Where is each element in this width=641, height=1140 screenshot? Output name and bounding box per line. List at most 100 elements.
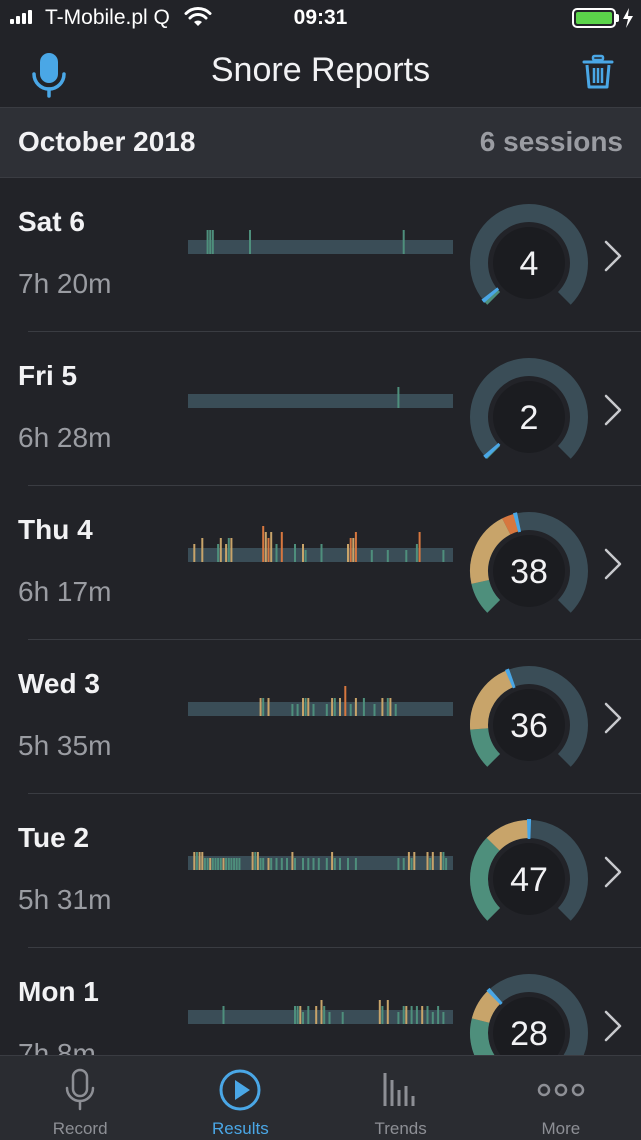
tab-record[interactable]: Record (0, 1056, 160, 1140)
snore-event-bar (328, 1012, 331, 1024)
snore-event-bar (304, 550, 307, 562)
snore-event-bar (222, 858, 225, 870)
tab-trends-label: Trends (374, 1119, 427, 1138)
snore-event-bar (397, 858, 400, 870)
battery-cap (616, 14, 619, 22)
snore-event-bar (225, 544, 228, 562)
session-count: 6 sessions (479, 126, 623, 157)
snore-event-bar (331, 698, 334, 716)
timeline-track (188, 394, 453, 408)
snore-timeline (188, 526, 453, 562)
snore-event-bar (296, 704, 299, 716)
snore-event-bar (291, 704, 294, 716)
snore-event-bar (227, 538, 230, 562)
snore-event-bar (410, 858, 413, 870)
snore-event-bar (209, 858, 212, 870)
session-row[interactable]: Tue 2 5h 31m 47 (0, 794, 641, 948)
battery-icon (572, 8, 616, 28)
tab-results[interactable]: Results (160, 1056, 320, 1140)
snore-event-bar (347, 544, 349, 562)
snore-event-bar (415, 1006, 418, 1024)
snore-event-bar (249, 230, 251, 254)
snore-event-bar (333, 858, 336, 870)
snore-event-bar (275, 858, 278, 870)
chevron-right-icon[interactable] (602, 392, 624, 428)
page-title: Snore Reports (210, 51, 431, 89)
snore-event-bar (302, 1012, 304, 1024)
gauge-center (493, 535, 565, 607)
gauge-segment-light (470, 727, 501, 767)
snore-event-bar (259, 698, 262, 716)
snore-timeline (188, 1000, 453, 1024)
gauge-segment-loud (470, 670, 515, 730)
tab-more[interactable]: More (481, 1056, 641, 1140)
gauge-segment-loud (470, 518, 511, 584)
snore-event-bar (373, 704, 376, 716)
chevron-right-icon[interactable] (602, 854, 624, 890)
snore-event-bar (262, 698, 265, 716)
snore-event-bar (354, 532, 357, 562)
chevron-right-icon[interactable] (602, 700, 624, 736)
snore-event-bar (389, 698, 392, 716)
row-divider (28, 793, 641, 794)
snore-event-bar (439, 852, 442, 870)
gauge-segment-loud (486, 820, 530, 851)
tab-trends[interactable]: Trends (321, 1056, 481, 1140)
snore-event-bar (431, 1012, 434, 1024)
session-row[interactable]: Wed 3 5h 35m 36 (0, 640, 641, 794)
tab-results-label: Results (212, 1119, 269, 1138)
snore-event-bar (429, 858, 432, 870)
session-row[interactable]: Mon 1 7h 8m 28 (0, 948, 641, 1055)
gauge-marker (504, 668, 516, 689)
chevron-right-icon[interactable] (602, 238, 624, 274)
snore-event-bar (405, 550, 408, 562)
snore-event-bar (442, 1012, 445, 1024)
session-duration: 6h 28m (18, 422, 112, 453)
chevron-right-icon[interactable] (602, 1008, 624, 1044)
microphone-icon[interactable] (28, 50, 70, 98)
gauge-center (493, 843, 565, 915)
snore-event-bar (426, 852, 429, 870)
snore-event-bar (323, 1006, 326, 1024)
wifi-icon (184, 7, 212, 26)
snore-event-bar (349, 538, 352, 562)
row-divider (28, 485, 641, 486)
snore-event-bar (230, 858, 233, 870)
snore-event-bar (386, 550, 389, 562)
snore-event-bar (312, 704, 315, 716)
session-list[interactable]: Sat 6 7h 20m 4 Fri 5 6h 28m 2 Thu 4 6h 17m 38 Wed… (0, 178, 641, 1055)
snore-event-bar (222, 1006, 225, 1024)
snore-event-bar (230, 538, 233, 562)
snore-event-bar (217, 544, 220, 562)
session-row[interactable]: Fri 5 6h 28m 2 (0, 332, 641, 486)
session-duration: 5h 31m (18, 884, 112, 915)
snore-event-bar (235, 858, 238, 870)
gauge-segment-epic (502, 513, 520, 535)
snore-event-bar (410, 1006, 413, 1024)
timeline-track (188, 702, 453, 716)
session-score: 47 (510, 861, 548, 899)
snore-event-bar (275, 544, 278, 562)
snore-event-bar (394, 704, 397, 716)
snore-event-bar (225, 858, 228, 870)
snore-event-bar (211, 230, 214, 254)
session-score: 28 (510, 1015, 548, 1053)
snore-event-bar (386, 1000, 389, 1024)
row-divider (28, 639, 641, 640)
session-row[interactable]: Sat 6 7h 20m 4 (0, 178, 641, 332)
snore-event-bar (302, 858, 304, 870)
snore-event-bar (320, 1000, 323, 1024)
trash-icon[interactable] (582, 54, 614, 90)
snore-event-bar (402, 1006, 405, 1024)
snore-event-bar (294, 544, 296, 562)
session-duration: 5h 35m (18, 730, 112, 761)
snore-event-bar (262, 858, 265, 870)
snore-event-bar (331, 852, 334, 870)
gauge-marker (512, 512, 522, 533)
snore-event-bar (386, 698, 389, 716)
session-day: Mon 1 (18, 976, 99, 1007)
session-row[interactable]: Thu 4 6h 17m 38 (0, 486, 641, 640)
month-title: October 2018 (18, 126, 196, 157)
tab-more-label: More (541, 1119, 581, 1138)
chevron-right-icon[interactable] (602, 546, 624, 582)
